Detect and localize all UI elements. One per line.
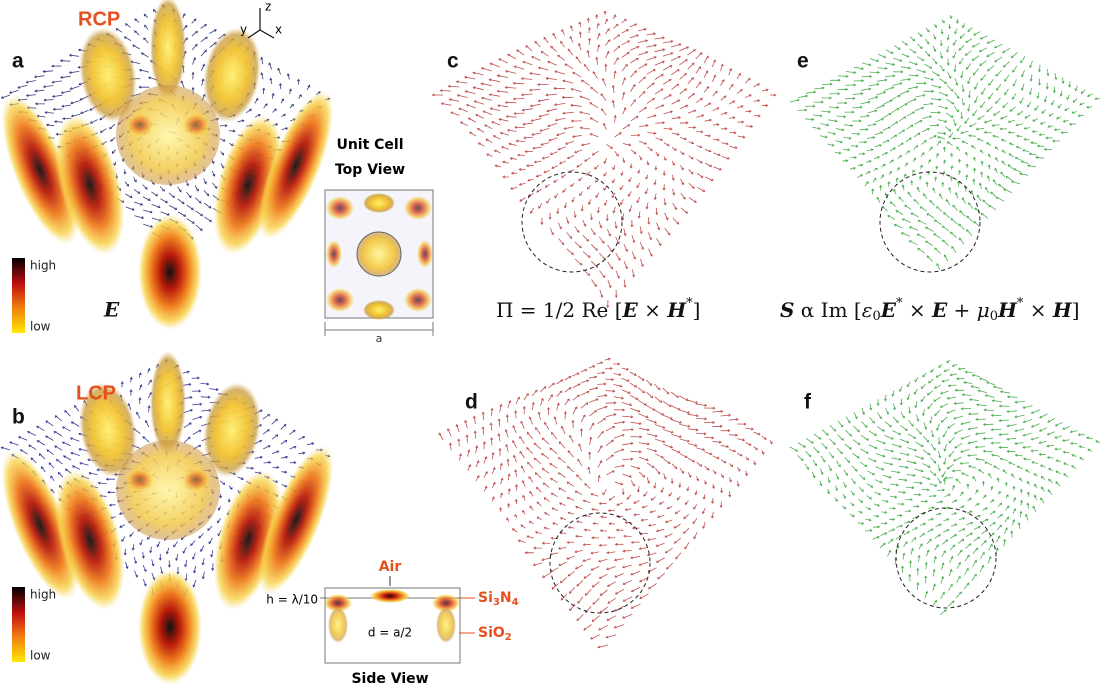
arrows	[789, 14, 1101, 271]
vector-field	[789, 14, 1101, 271]
eq-part: μ	[977, 298, 990, 322]
eq-part: H	[666, 298, 687, 322]
eq-part: *	[896, 296, 903, 311]
eq-part: ε	[862, 298, 873, 322]
intensity-blob	[182, 113, 210, 137]
air-label: Air	[379, 559, 402, 575]
eq-part: *	[1017, 296, 1024, 311]
layer-label: Si3N4	[478, 590, 519, 608]
eq-part: +	[947, 298, 976, 322]
intensity-blob	[1, 450, 79, 600]
intensity-blob	[126, 113, 154, 137]
vector-field	[438, 357, 773, 649]
height-label: h = λ/10	[266, 593, 318, 607]
period-label: a	[376, 332, 383, 345]
intensity-blob	[116, 440, 220, 540]
panel-label: c	[447, 50, 459, 73]
eq-part: *	[686, 296, 693, 311]
eq-part: H	[1052, 298, 1073, 322]
axis-label: x	[275, 23, 282, 37]
intensity-blob	[126, 468, 154, 492]
intensity-blob	[203, 382, 261, 478]
eq-part: ×	[902, 298, 931, 322]
intensity-blob	[116, 85, 220, 185]
intensity-blob	[79, 27, 137, 123]
eq-part: 0	[872, 309, 880, 324]
vector-field	[431, 10, 777, 309]
polarization-label: RCP	[78, 8, 120, 30]
subscript: 4	[512, 597, 519, 608]
eq-part: E	[880, 298, 897, 322]
intensity-blob	[258, 445, 334, 595]
eq-part: S	[780, 298, 794, 322]
equation: Π = 1/2 Re [E × H*]	[496, 296, 700, 322]
panel-label: d	[465, 391, 478, 414]
colorbar	[12, 587, 25, 662]
unit-cell	[324, 189, 434, 336]
substrate-label: SiO2	[478, 625, 512, 643]
subscript: 3	[493, 597, 500, 608]
colorbar-label: low	[30, 649, 51, 663]
intensity-blob	[138, 569, 202, 685]
panel-label: a	[12, 50, 24, 73]
panel-label: b	[12, 406, 25, 429]
text: SiO	[478, 625, 505, 641]
text: Si	[478, 590, 493, 606]
intensity-blob	[150, 351, 186, 455]
intensity-blob	[258, 90, 334, 240]
arrows	[789, 359, 1101, 616]
colorbar-label: low	[30, 320, 51, 334]
eq-part: H	[997, 298, 1018, 322]
colorbar-label: high	[30, 588, 56, 602]
eq-part: ]	[693, 298, 701, 322]
arrows	[431, 10, 777, 309]
intensity-blob	[203, 27, 261, 123]
intensity-blob	[138, 214, 202, 330]
intensity-blob	[182, 468, 210, 492]
colorbar-label: high	[30, 259, 56, 273]
panel-label: e	[797, 50, 809, 73]
arrows	[438, 357, 773, 649]
equation: S α Im [ε0E* × E + μ0H* × H]	[780, 296, 1080, 324]
eq-part: E	[622, 298, 639, 322]
field-label: E	[103, 298, 120, 322]
intensity-blob	[55, 115, 125, 255]
eq-part: ×	[638, 298, 667, 322]
side-view	[320, 576, 475, 664]
eq-part: Π = 1/2 Re [	[496, 298, 623, 322]
axis-label: z	[265, 0, 271, 14]
subscript: 2	[505, 632, 512, 643]
intensity-blob	[79, 382, 137, 478]
field-intensity	[1, 0, 334, 685]
side-view-title: Side View	[351, 671, 428, 687]
unit-cell-title: Unit Cell	[336, 137, 403, 153]
polarization-label: LCP	[76, 382, 116, 404]
panel-label: f	[804, 391, 812, 414]
highlight-circles	[521, 171, 997, 614]
spacing-label: d = a/2	[368, 626, 412, 640]
axis-triad	[247, 8, 275, 39]
eq-part: α Im [	[794, 298, 861, 322]
intensity-blob	[150, 0, 186, 100]
eq-part: E	[931, 298, 948, 322]
eq-part: ×	[1023, 298, 1052, 322]
intensity-group	[1, 351, 334, 685]
unit-cell-title: Top View	[335, 162, 405, 178]
text: N	[500, 590, 512, 606]
intensity-blob	[55, 470, 125, 610]
intensity-blob	[1, 95, 79, 245]
colorbar	[12, 258, 25, 333]
vector-field	[789, 359, 1101, 616]
intensity-group	[1, 0, 334, 330]
eq-part: 0	[990, 309, 998, 324]
axis-label: y	[240, 23, 247, 37]
eq-part: ]	[1072, 298, 1080, 322]
